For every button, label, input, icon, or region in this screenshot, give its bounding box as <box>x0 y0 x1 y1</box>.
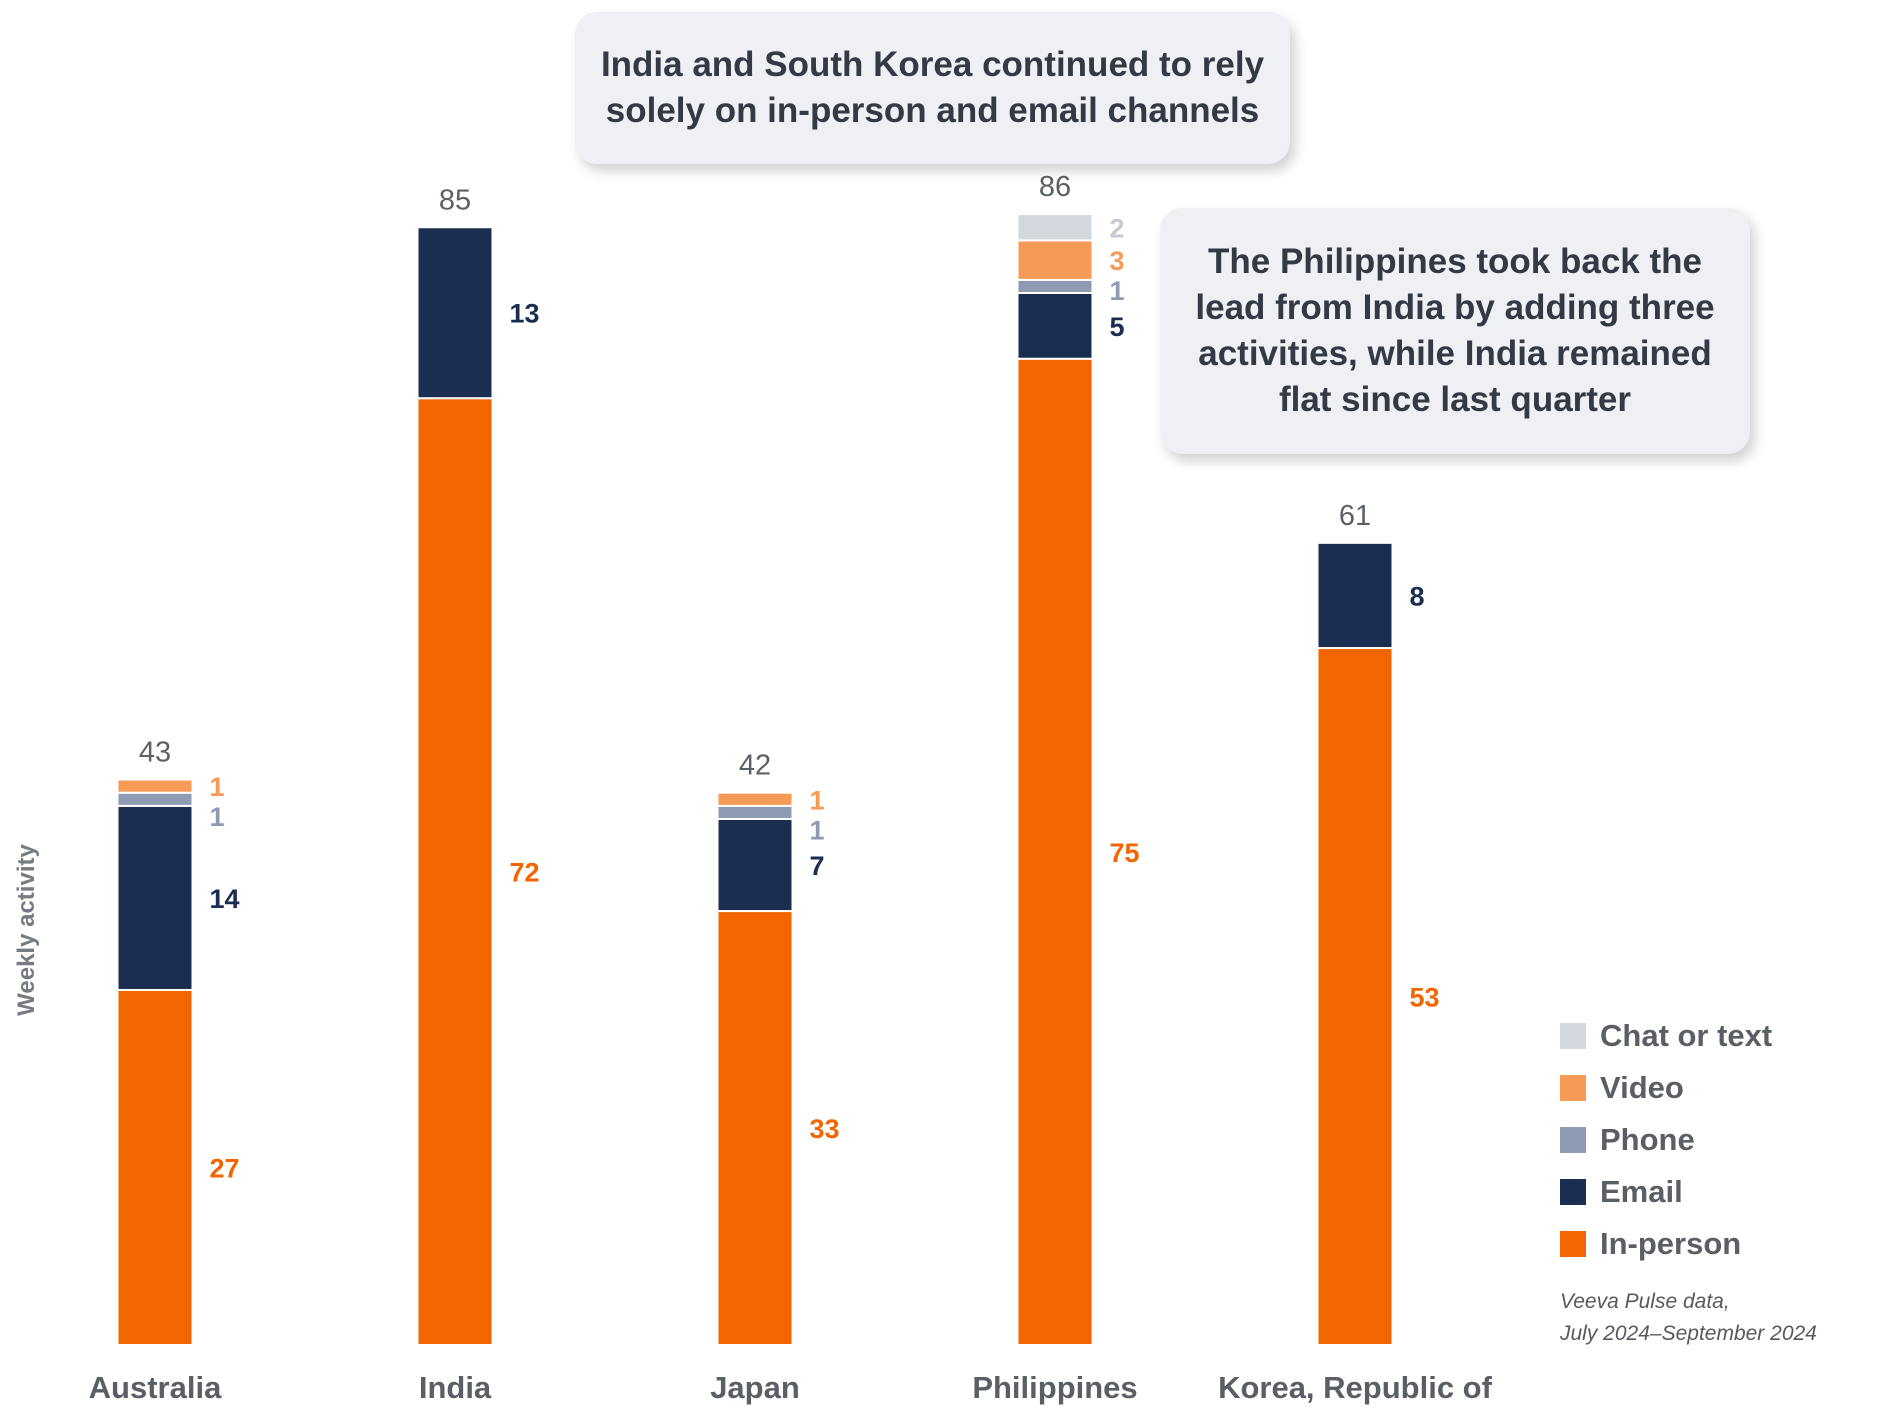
value-label-australia-video: 1 <box>210 772 225 802</box>
legend-item-video: Video <box>1560 1062 1772 1114</box>
callout-india-korea: India and South Korea continued to rely … <box>575 12 1290 164</box>
value-label-india-in-person: 72 <box>510 858 540 888</box>
bar-japan-video <box>716 791 794 807</box>
source-line-1: Veeva Pulse data, <box>1560 1290 1730 1313</box>
bar-japan-email <box>716 818 794 913</box>
total-label-philippines: 86 <box>1039 171 1071 203</box>
value-label-philippines-email: 5 <box>1110 312 1125 342</box>
source-line-2: July 2024–September 2024 <box>1560 1322 1817 1345</box>
value-label-korea-republic-of-email: 8 <box>1410 581 1425 611</box>
total-label-australia: 43 <box>139 737 171 769</box>
bar-india-email <box>416 226 494 400</box>
legend-label-video: Video <box>1600 1070 1684 1105</box>
bar-australia-email <box>116 804 194 991</box>
bar-philippines-video <box>1016 239 1094 281</box>
legend-swatch-video <box>1560 1075 1586 1101</box>
total-label-india: 85 <box>439 184 471 216</box>
legend-label-email: Email <box>1600 1174 1683 1209</box>
callout-philippines: The Philippines took back the lead from … <box>1160 208 1750 454</box>
category-label-india: India <box>419 1370 492 1405</box>
legend-item-in-person: In-person <box>1560 1218 1772 1270</box>
legend-label-chat-or-text: Chat or text <box>1600 1018 1773 1053</box>
legend-label-in-person: In-person <box>1600 1226 1742 1261</box>
category-label-korea-republic-of: Korea, Republic of <box>1218 1370 1493 1405</box>
value-label-japan-phone: 1 <box>810 815 825 845</box>
bar-korea-republic-of-in-person <box>1316 647 1394 1346</box>
legend-swatch-chat-or-text <box>1560 1023 1586 1049</box>
value-label-japan-video: 1 <box>810 785 825 815</box>
total-label-japan: 42 <box>739 750 771 782</box>
bar-australia-phone <box>116 791 194 807</box>
bar-japan-phone <box>716 804 794 820</box>
bar-philippines-phone <box>1016 278 1094 295</box>
bar-india-in-person <box>416 397 494 1346</box>
source-note: Veeva Pulse data, July 2024–September 20… <box>1560 1286 1817 1350</box>
legend-label-phone: Phone <box>1600 1122 1695 1157</box>
bar-japan-in-person <box>716 910 794 1346</box>
value-label-philippines-in-person: 75 <box>1110 838 1140 868</box>
bar-philippines-chat-or-text <box>1016 213 1094 242</box>
category-label-japan: Japan <box>710 1370 800 1405</box>
callout-philippines-text: The Philippines took back the lead from … <box>1195 242 1715 419</box>
total-label-korea-republic-of: 61 <box>1339 500 1371 532</box>
value-label-philippines-phone: 1 <box>1110 276 1125 306</box>
bar-philippines-email <box>1016 292 1094 360</box>
value-label-japan-in-person: 33 <box>810 1114 840 1144</box>
value-label-japan-email: 7 <box>810 851 825 881</box>
bar-australia-in-person <box>116 988 194 1346</box>
value-label-australia-in-person: 27 <box>210 1153 240 1183</box>
y-axis-label: Weekly activity <box>13 844 40 1016</box>
value-label-korea-republic-of-in-person: 53 <box>1410 983 1440 1013</box>
value-label-australia-phone: 1 <box>210 802 225 832</box>
value-label-philippines-video: 3 <box>1110 246 1125 276</box>
legend-swatch-in-person <box>1560 1231 1586 1257</box>
value-label-india-email: 13 <box>510 299 540 329</box>
legend-item-phone: Phone <box>1560 1114 1772 1166</box>
legend-item-chat-or-text: Chat or text <box>1560 1010 1772 1062</box>
value-label-philippines-chat-or-text: 2 <box>1110 213 1125 243</box>
value-label-australia-email: 14 <box>210 884 240 914</box>
chart-legend: Chat or text Video Phone Email In-person <box>1560 1010 1772 1270</box>
bar-australia-video <box>116 778 194 794</box>
legend-swatch-phone <box>1560 1127 1586 1153</box>
legend-swatch-email <box>1560 1179 1586 1205</box>
category-label-philippines: Philippines <box>972 1370 1137 1405</box>
legend-item-email: Email <box>1560 1166 1772 1218</box>
callout-india-korea-text: India and South Korea continued to rely … <box>600 45 1265 130</box>
bar-philippines-in-person <box>1016 357 1094 1346</box>
bar-korea-republic-of-email <box>1316 541 1394 650</box>
category-label-australia: Australia <box>89 1370 222 1405</box>
